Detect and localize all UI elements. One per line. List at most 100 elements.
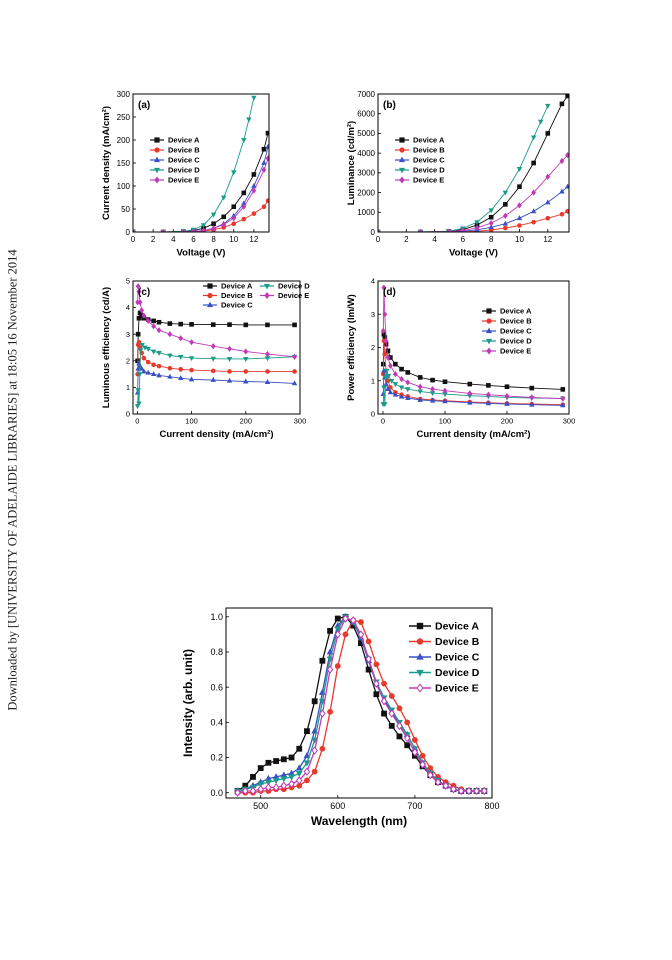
data-point [460, 227, 466, 232]
y-tick-label: 2 [371, 343, 375, 352]
data-point [430, 385, 435, 393]
legend-label: Device B [413, 146, 445, 155]
panel-1: 0 2 4 6 8 10 12 0 50 100 150 200 250 300 (a) Voltage (V… [101, 90, 270, 259]
data-point [178, 335, 184, 342]
data-point [180, 228, 186, 232]
data-point [135, 283, 141, 290]
legend-label: Device D [413, 166, 445, 175]
data-point [467, 399, 473, 405]
data-point [411, 737, 418, 743]
data-point [303, 767, 311, 776]
x-tick-label: 200 [240, 417, 253, 426]
data-point [136, 288, 142, 295]
data-point [210, 322, 216, 327]
y-axis-label: Luminance (cd/m²) [346, 121, 357, 205]
legend-entry-device-b: Device B [150, 146, 200, 155]
data-point [273, 758, 280, 764]
data-point [427, 770, 434, 780]
data-point [405, 395, 411, 400]
data-point [292, 353, 297, 360]
data-point [251, 95, 257, 101]
x-tick-label: 200 [501, 417, 514, 426]
y-axis-label: Current density (mA/cm²) [101, 106, 112, 220]
series-device-d [134, 342, 298, 410]
data-point [411, 748, 419, 757]
data-point [486, 383, 491, 388]
data-point [243, 322, 249, 328]
y-tick-label: 4 [371, 277, 375, 286]
legend-entry-device-e: Device E [409, 683, 479, 695]
x-tick-label: 4 [171, 235, 176, 244]
x-tick-label: 8 [211, 235, 216, 244]
data-point [292, 322, 297, 328]
data-point [145, 317, 151, 324]
data-point [381, 284, 387, 291]
data-point [517, 184, 522, 189]
data-point [383, 337, 389, 344]
data-point [446, 228, 452, 232]
data-point [502, 212, 508, 219]
data-point [150, 371, 157, 377]
y-axis-label: Intensity (arb. unit) [181, 649, 195, 757]
plot-frame [132, 280, 301, 415]
data-point [257, 785, 264, 794]
data-point [167, 331, 173, 338]
data-point [211, 221, 216, 227]
data-point [393, 361, 398, 367]
data-point [517, 223, 522, 228]
x-tick-label: 300 [294, 417, 307, 426]
legend-entry-device-c: Device C [482, 327, 532, 336]
data-point [265, 351, 270, 358]
panel-4: 0 100 200 300 0 1 2 3 4 (d) Current density (mA/cm… [346, 277, 575, 440]
x-tick-label: 0 [135, 417, 139, 426]
series-device-e [133, 155, 269, 232]
data-point [326, 656, 334, 663]
legend-marker [416, 622, 424, 630]
data-point [559, 188, 565, 194]
legend-marker [264, 292, 270, 299]
data-point [178, 321, 184, 327]
data-point [150, 349, 157, 355]
x-tick-label: 10 [229, 235, 238, 244]
legend-label: Device C [168, 156, 200, 165]
data-point [234, 788, 241, 797]
data-point [392, 382, 399, 388]
series-line-device-d [382, 370, 563, 405]
series-line-device-b [133, 200, 269, 232]
data-point [296, 745, 303, 752]
legend-marker [416, 683, 424, 693]
y-tick-label: 1 [126, 383, 130, 392]
series-line-device-e [133, 158, 269, 232]
data-point [481, 786, 488, 796]
series-line-device-b [378, 210, 568, 232]
data-point [227, 369, 232, 374]
data-point [488, 214, 494, 220]
y-tick-label: 3 [371, 310, 375, 319]
data-point [326, 665, 334, 674]
data-point [358, 619, 364, 625]
legend-marker [207, 283, 213, 289]
data-point [231, 204, 237, 209]
data-point [139, 342, 145, 348]
x-tick-label: 12 [543, 235, 552, 244]
legend-entry-device-e: Device E [150, 176, 199, 185]
data-point [545, 199, 551, 205]
data-point [311, 737, 319, 744]
series-device-e [135, 283, 297, 360]
data-point [399, 366, 404, 372]
data-point [295, 770, 303, 778]
panel-3: 0 100 200 300 0 1 2 3 4 5 (c) Current density (mA/c… [101, 277, 310, 440]
data-point [474, 220, 480, 226]
data-point [156, 327, 162, 334]
data-point [473, 786, 480, 796]
data-point [200, 223, 207, 229]
legend-label: Device D [500, 337, 532, 346]
legend-entry-device-e: Device E [482, 347, 531, 356]
data-point [138, 365, 145, 371]
data-point [135, 331, 141, 337]
data-point [380, 327, 386, 334]
data-point [516, 215, 523, 221]
legend-entry-device-b: Device B [395, 146, 445, 155]
